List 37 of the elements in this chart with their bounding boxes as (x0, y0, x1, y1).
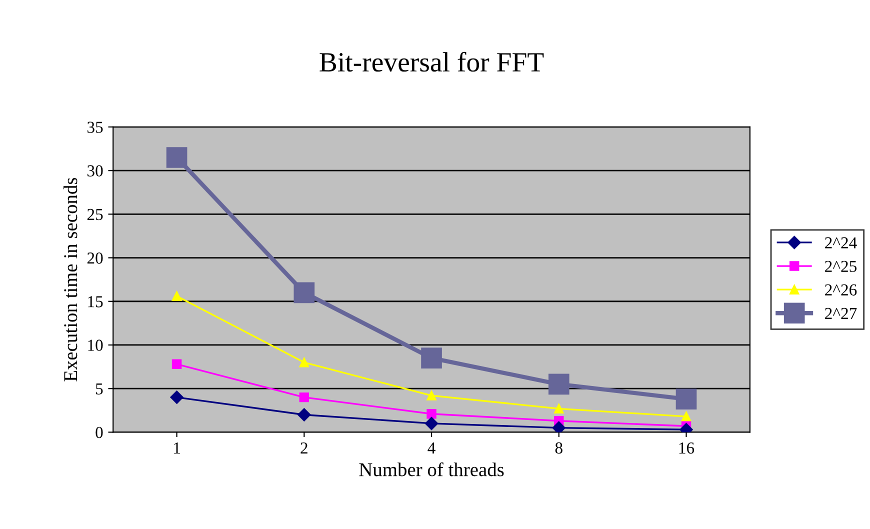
legend-label: 2^27 (825, 308, 857, 319)
y-tick-label: 25 (87, 208, 103, 220)
chart-title: Bit-reversal for FFT (320, 52, 544, 72)
point (676, 388, 697, 410)
point (294, 282, 315, 304)
point (681, 412, 692, 422)
point (299, 392, 310, 402)
point (548, 374, 570, 395)
point (426, 390, 436, 400)
point (172, 291, 182, 302)
x-tick-label: 2 (300, 442, 308, 454)
x-tick-label: 8 (555, 442, 562, 454)
point (554, 404, 564, 414)
x-tick-label: 1 (174, 442, 180, 454)
y-tick-label: 10 (88, 340, 103, 351)
x-tick-label: 16 (679, 442, 694, 454)
x-tick-label: 4 (428, 442, 436, 454)
y-tick-label: 15 (88, 296, 103, 308)
point (172, 359, 182, 370)
legend-label: 2^26 (825, 284, 857, 296)
point (421, 348, 442, 368)
y-tick-label: 20 (87, 252, 103, 264)
point (424, 416, 438, 430)
point (298, 408, 311, 422)
y-tick-label: 0 (96, 426, 103, 438)
x-axis-title: Number of threads (359, 462, 504, 476)
y-tick-label: 5 (96, 383, 103, 395)
legend-label: 2^24 (825, 237, 857, 248)
point (299, 358, 310, 368)
y-axis-title: Execution time in seconds (64, 178, 78, 382)
y-tick-label: 35 (88, 122, 103, 133)
point (170, 390, 184, 404)
legend-label: 2^25 (825, 260, 857, 272)
y-tick-label: 30 (88, 165, 103, 177)
point (552, 421, 566, 432)
point (426, 409, 436, 419)
point (166, 147, 188, 168)
